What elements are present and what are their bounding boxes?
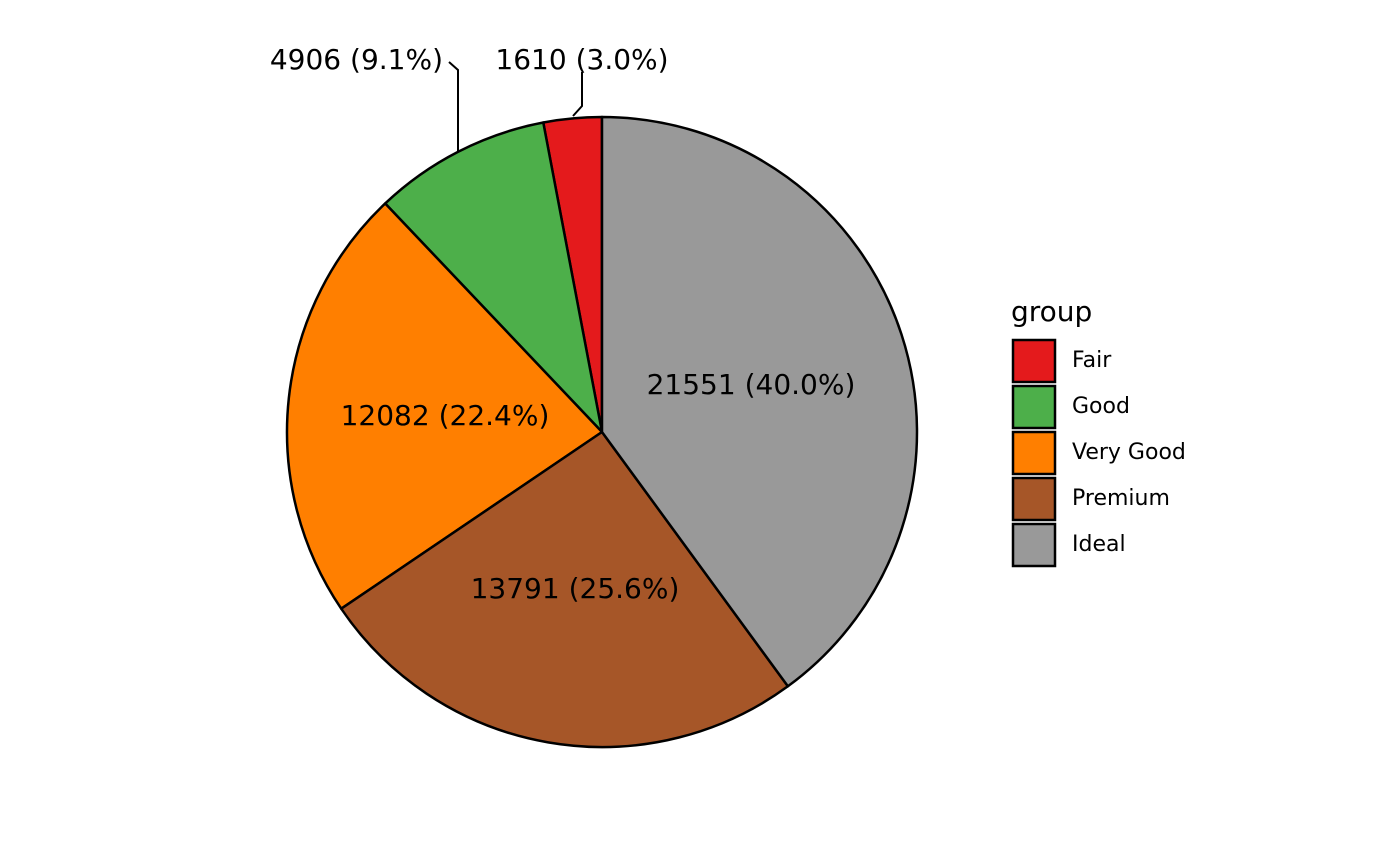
pie-slice-premium: [339, 430, 790, 749]
leader-line-good: [448, 61, 459, 151]
slice-label-premium: 13791 (25.6%): [471, 572, 680, 605]
legend-key-very-good: [1011, 430, 1057, 476]
legend-key-ideal: [1011, 522, 1057, 568]
slice-labels: 1610 (3.0%) 4906 (9.1%) 12082 (22.4%) 13791…: [270, 43, 856, 605]
legend-key-good: [1011, 384, 1057, 430]
legend-key-fair: [1011, 338, 1057, 384]
slice-label-very-good: 12082 (22.4%): [341, 399, 550, 432]
legend-label-premium: Premium: [1072, 486, 1170, 511]
legend: group Fair Good Very Good Premium Ideal: [1011, 295, 1186, 568]
leader-lines: [448, 61, 583, 151]
pie-slices: [285, 115, 919, 749]
pie-slice-good: [383, 121, 604, 434]
legend-label-good: Good: [1072, 394, 1130, 419]
legend-label-ideal: Ideal: [1072, 532, 1126, 557]
slice-label-good: 4906 (9.1%): [270, 43, 443, 76]
legend-items: Fair Good Very Good Premium Ideal: [1011, 338, 1186, 568]
legend-label-fair: Fair: [1072, 348, 1112, 373]
legend-title: group: [1011, 295, 1092, 328]
slice-label-ideal: 21551 (40.0%): [647, 368, 856, 401]
legend-label-very-good: Very Good: [1072, 440, 1186, 465]
legend-key-premium: [1011, 476, 1057, 522]
pie-slice-ideal: [600, 115, 919, 688]
leader-line-fair: [572, 72, 583, 117]
slice-label-fair: 1610 (3.0%): [495, 43, 668, 76]
pie-slice-very-good: [285, 202, 604, 610]
